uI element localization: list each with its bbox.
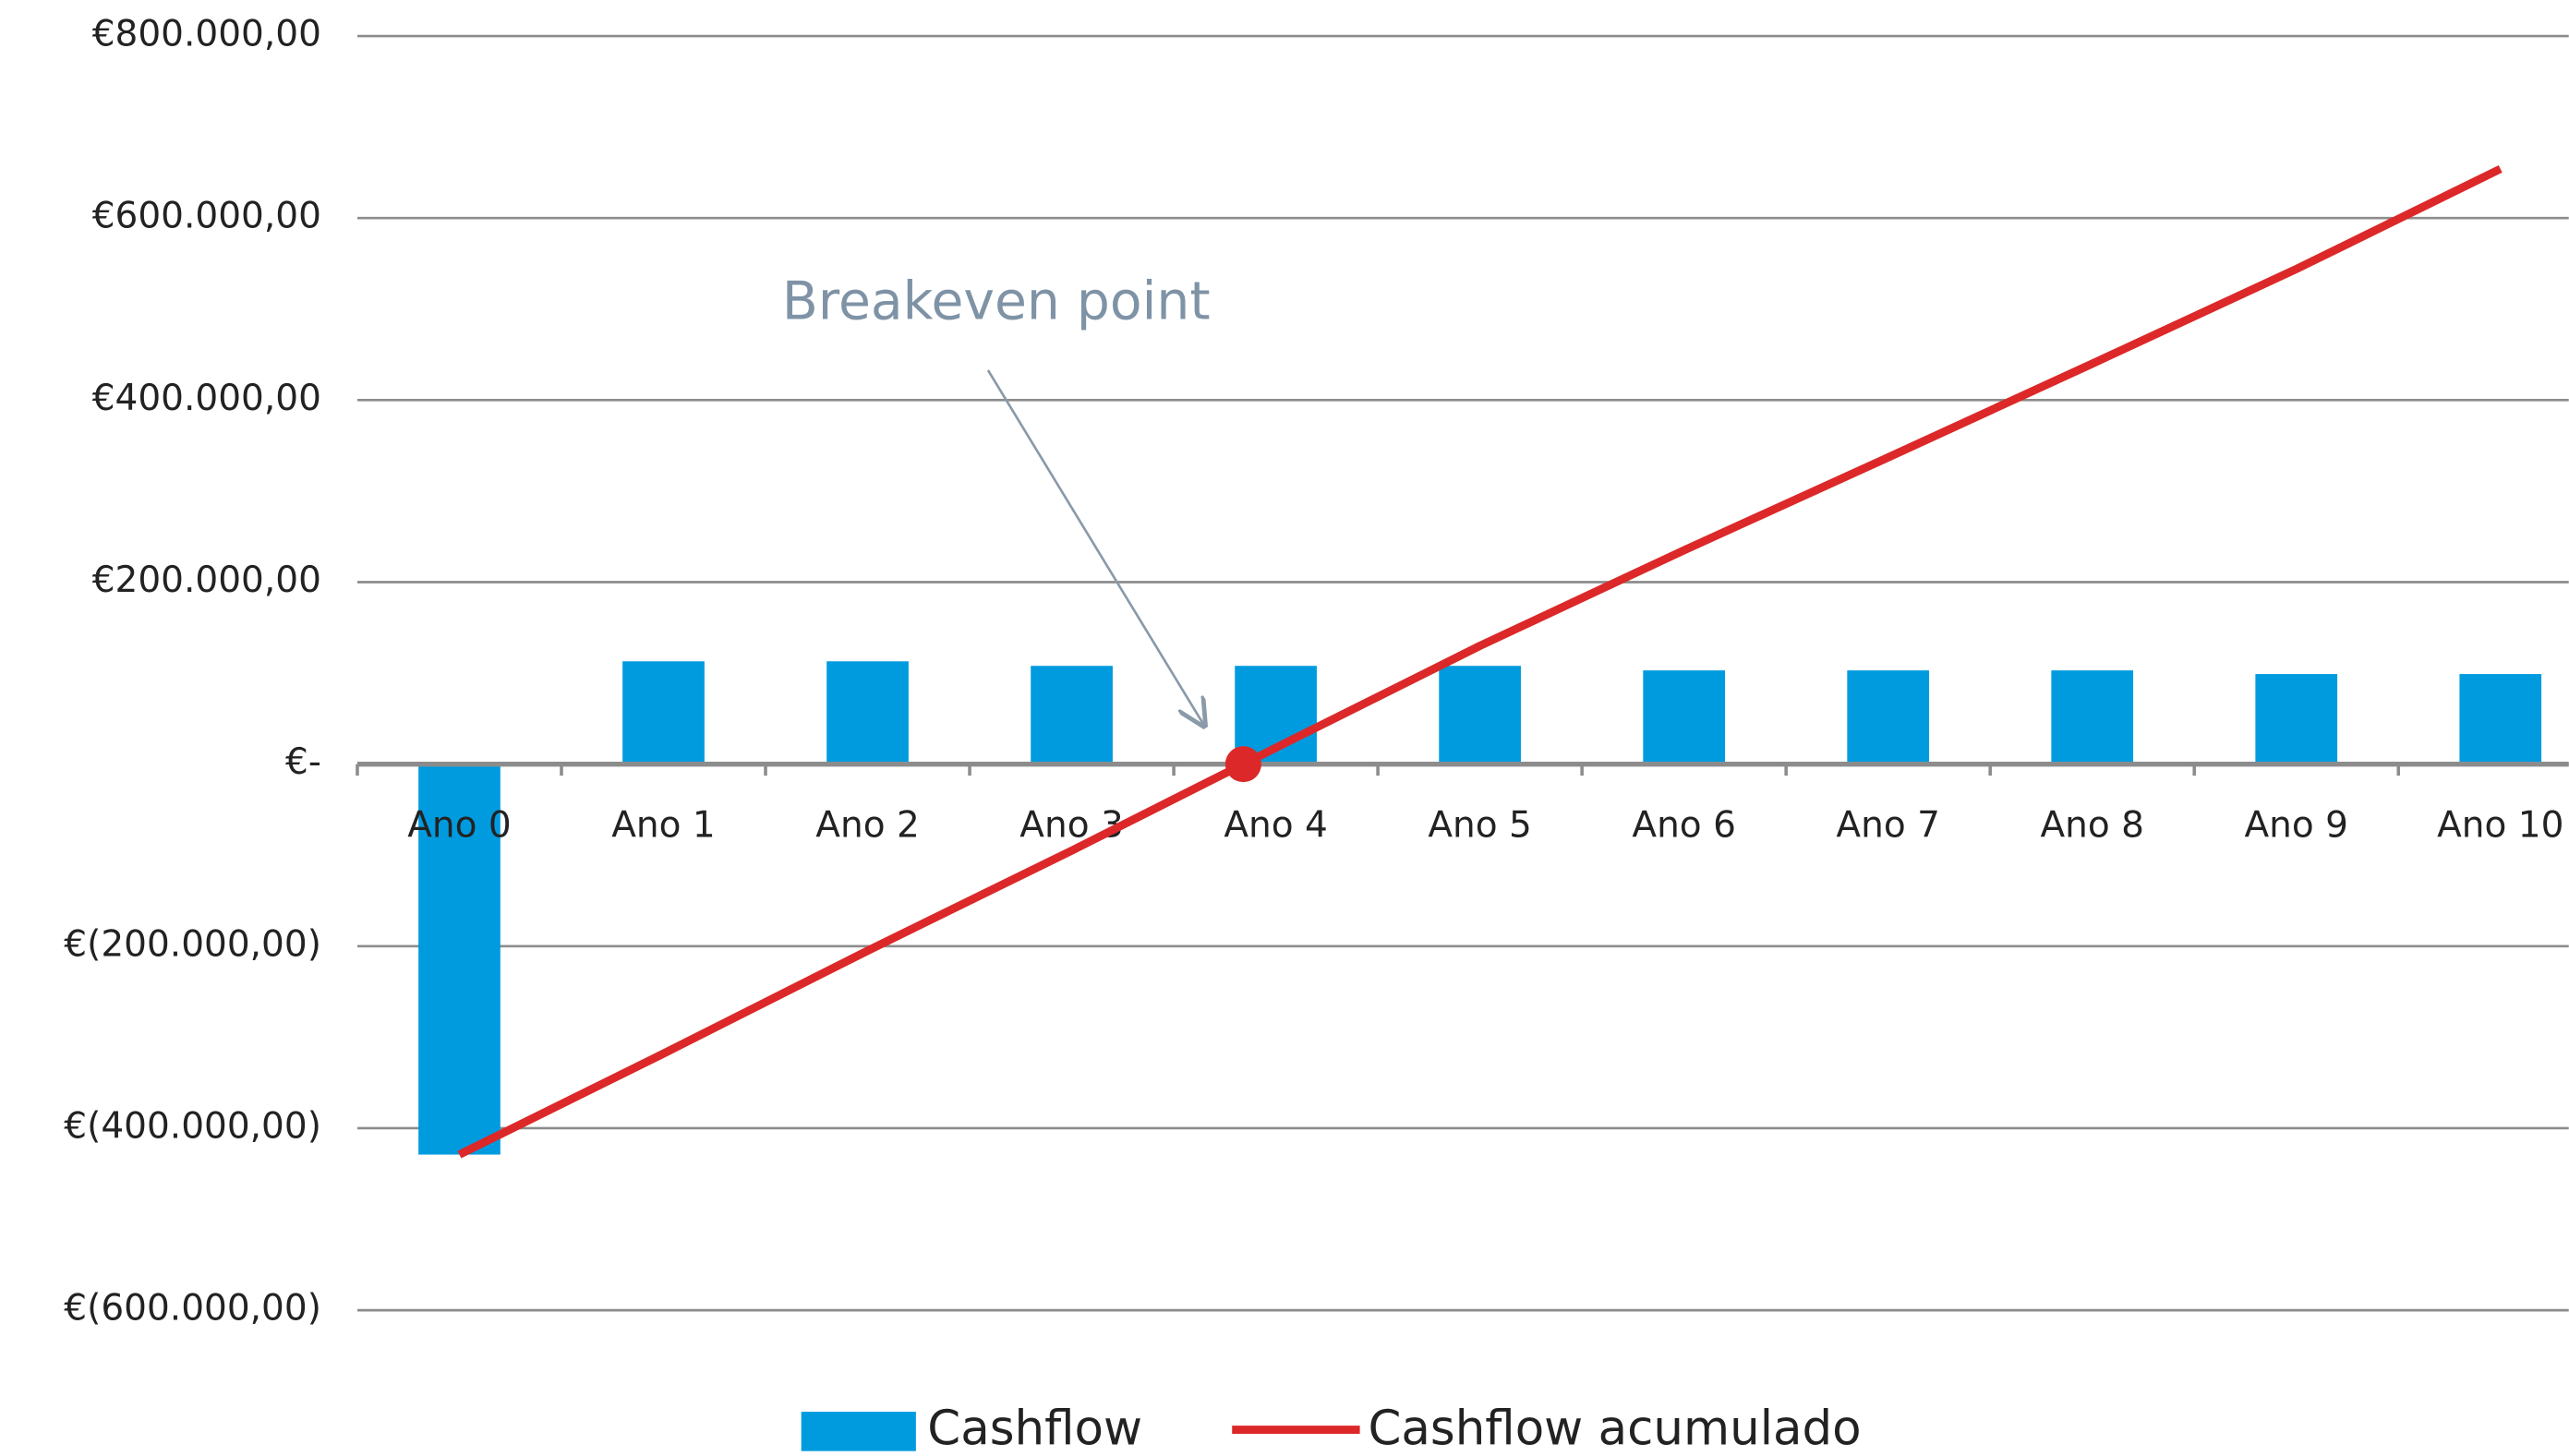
annotation-arrow (986, 369, 1204, 726)
bar (1847, 670, 1930, 764)
lines (457, 164, 2503, 1159)
y-tick-label: €200.000,00 (92, 560, 321, 601)
x-tick-label: Ano 8 (2040, 804, 2144, 846)
bar (2255, 674, 2338, 764)
y-tick-label: €800.000,00 (92, 14, 321, 55)
line (457, 164, 2503, 1159)
legend-swatch (801, 1412, 916, 1451)
x-tick-label: Ano 1 (611, 804, 716, 846)
x-tick-label: Ano 7 (1836, 804, 1940, 846)
legend-label: Cashflow acumulado (1368, 1401, 1861, 1456)
bar (1031, 666, 1113, 764)
bar (622, 661, 705, 764)
legend-label: Cashflow (927, 1401, 1142, 1456)
legend: Cashflow Cashflow acumulado (801, 1401, 1862, 1456)
bar (418, 764, 501, 1155)
grid: €(600.000,00) €(400.000,00) €(200.000,00) €… (64, 14, 2569, 1330)
y-tick-label: €- (285, 741, 321, 783)
y-tick-label: €(400.000,00) (64, 1105, 321, 1147)
y-tick-label: €(200.000,00) (64, 923, 321, 965)
y-tick-label: €600.000,00 (92, 196, 321, 237)
bar (2459, 674, 2542, 764)
y-tick-label: €400.000,00 (92, 378, 321, 419)
x-tick-label: Ano 4 (1224, 804, 1328, 846)
x-tick-label: Ano 0 (407, 804, 512, 846)
x-tick-label: Ano 10 (2437, 804, 2563, 846)
annotation-text: Breakeven point (782, 271, 1211, 332)
x-tick-label: Ano 2 (815, 804, 920, 846)
axis: Ano 0 Ano 1 Ano 2 Ano 3 Ano 4 Ano 5 Ano 6 Ano 7… (356, 761, 2569, 846)
y-tick-label: €(600.000,00) (64, 1288, 321, 1330)
x-tick-label: Ano 9 (2244, 804, 2348, 846)
x-tick-label: Ano 5 (1428, 804, 1532, 846)
x-tick-label: Ano 3 (1019, 804, 1124, 846)
bar (1439, 666, 1521, 764)
bar (2051, 670, 2134, 764)
bar (826, 661, 909, 764)
bar (1643, 670, 1726, 764)
x-tick-label: Ano 6 (1632, 804, 1736, 846)
breakeven-marker (1224, 746, 1261, 783)
bars (418, 661, 2542, 1155)
